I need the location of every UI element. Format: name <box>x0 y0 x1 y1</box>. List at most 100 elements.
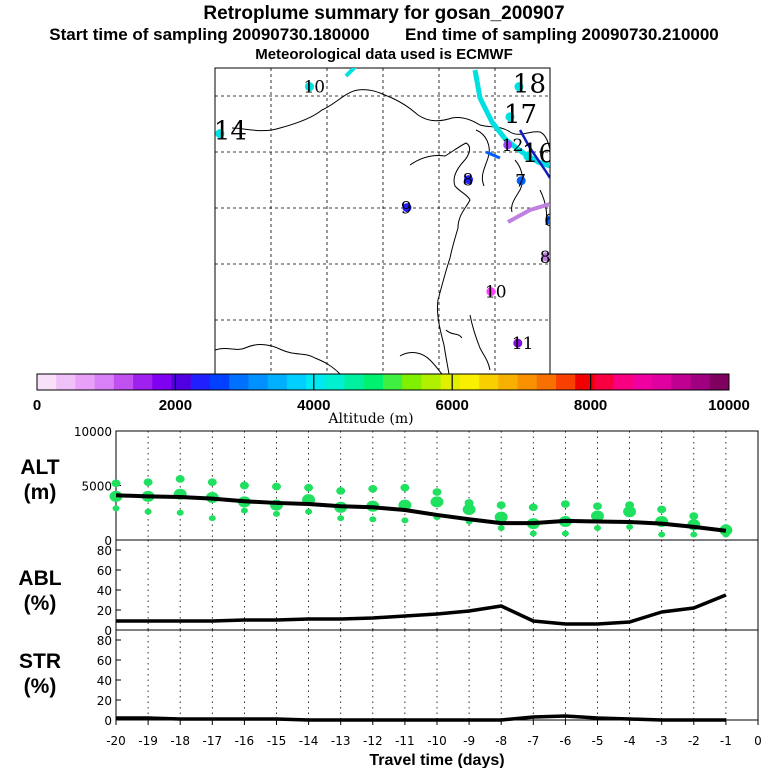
alt-panel-label: ALT (m) <box>10 455 70 505</box>
colorbar-swatch <box>709 374 730 390</box>
alt-point <box>722 531 730 538</box>
colorbar-swatch <box>210 374 230 390</box>
colorbar-swatch <box>383 374 403 390</box>
colorbar-tick-label: 6000 <box>436 397 469 414</box>
colorbar-swatch <box>556 374 576 390</box>
colorbar-border <box>36 373 730 391</box>
map-marker <box>508 397 517 406</box>
colorbar-tick-label: 10000 <box>708 397 750 414</box>
map-marker <box>486 287 496 297</box>
map-label: 14 <box>214 117 247 147</box>
plume-tracks <box>344 68 550 224</box>
alt-point <box>273 510 280 517</box>
map-label: 1 <box>608 78 619 98</box>
abl-panel-label: ABL (%) <box>10 566 70 616</box>
abl-panel: 0 20 40 60 80 <box>97 539 759 638</box>
alt-point <box>112 505 120 512</box>
colorbar-swatch <box>594 374 615 390</box>
x-tick-label: -14 <box>299 734 319 748</box>
map-label: 16 <box>522 139 555 169</box>
x-tick-label: -10 <box>427 734 447 748</box>
y-tick-label: 20 <box>97 694 112 708</box>
map-label: 8 <box>463 171 474 191</box>
alt-point <box>304 483 314 492</box>
alt-point <box>594 525 601 531</box>
alt-point <box>561 530 569 537</box>
str-panel-label: STR (%) <box>10 649 70 699</box>
map-label: 19 <box>511 407 533 427</box>
alt-point <box>494 511 508 523</box>
colorbar-swatch <box>267 374 288 390</box>
x-tick-label: -13 <box>331 734 351 748</box>
alt-point <box>462 503 476 516</box>
page-title: Retroplume summary for gosan_200907 <box>203 3 565 24</box>
alt-point <box>657 505 667 514</box>
map-marker <box>581 158 590 167</box>
colorbar-swatch <box>152 374 173 390</box>
alt-point <box>400 483 410 492</box>
x-tick-label: -15 <box>267 734 287 748</box>
x-tick-label: -20 <box>106 734 126 748</box>
y-tick-label: 10000 <box>74 425 112 439</box>
x-tick-label: -16 <box>235 734 255 748</box>
str-line <box>116 714 726 722</box>
colorbar-swatch <box>37 374 57 390</box>
alt-point <box>305 508 313 515</box>
x-tick-label: -3 <box>656 734 668 748</box>
alt-point <box>496 501 506 509</box>
colorbar-tick-label: 8000 <box>574 397 607 414</box>
alt-point <box>143 478 153 487</box>
map-marker <box>523 151 533 161</box>
colorbar-tick-label: 2000 <box>159 397 192 414</box>
x-tick-label: -7 <box>527 734 539 748</box>
x-tick-label: -12 <box>363 734 383 748</box>
alt-point <box>528 503 538 512</box>
map-marker <box>545 215 550 225</box>
map-label: 7 <box>515 172 526 192</box>
abl-line <box>116 593 727 626</box>
colorbar-swatch <box>613 374 634 390</box>
map-marker <box>402 203 412 213</box>
y-tick-label: 5000 <box>81 480 112 494</box>
map-marker <box>215 129 225 139</box>
colorbar-swatch <box>652 374 672 390</box>
end-sampling-text: End time of sampling 20090730.210000 <box>405 25 719 44</box>
colorbar-swatch <box>517 374 538 390</box>
map-frame <box>214 67 551 375</box>
colorbar-swatch <box>479 374 499 390</box>
colorbar-tick-label: 0 <box>33 397 41 414</box>
alt-point <box>336 487 346 495</box>
y-tick-label: 60 <box>97 654 112 668</box>
abl-label-bottom: (%) <box>23 592 57 615</box>
colorbar-swatch <box>344 374 365 390</box>
map-marker <box>513 338 523 348</box>
alt-point <box>497 525 505 531</box>
y-tick-label: 0 <box>104 714 112 728</box>
alt-point <box>626 523 634 530</box>
colorbar-swatch <box>632 374 653 390</box>
y-tick-label: 40 <box>97 674 112 688</box>
alt-point <box>240 507 248 514</box>
alt-point <box>593 502 602 511</box>
colorbar-swatch <box>229 374 249 390</box>
map-marker <box>610 82 619 91</box>
y-tick-label: 0 <box>104 534 112 548</box>
colorbar-swatch <box>575 374 595 390</box>
y-tick-label: 20 <box>97 604 112 618</box>
x-tick-label: -6 <box>559 734 571 748</box>
alt-point <box>239 481 249 490</box>
alt-point <box>658 531 666 538</box>
alt-point <box>689 512 699 520</box>
alt-point <box>430 496 444 508</box>
alt-point <box>175 475 185 483</box>
map-marker <box>503 140 513 150</box>
alt-median-line <box>115 493 727 533</box>
y-tick-label: 80 <box>97 544 112 558</box>
alt-point <box>591 510 604 522</box>
alt-label-top: ALT <box>20 456 60 479</box>
map-label: 6 <box>544 211 555 231</box>
colorbar-swatch <box>402 374 422 390</box>
map-label: 10 <box>485 283 507 303</box>
